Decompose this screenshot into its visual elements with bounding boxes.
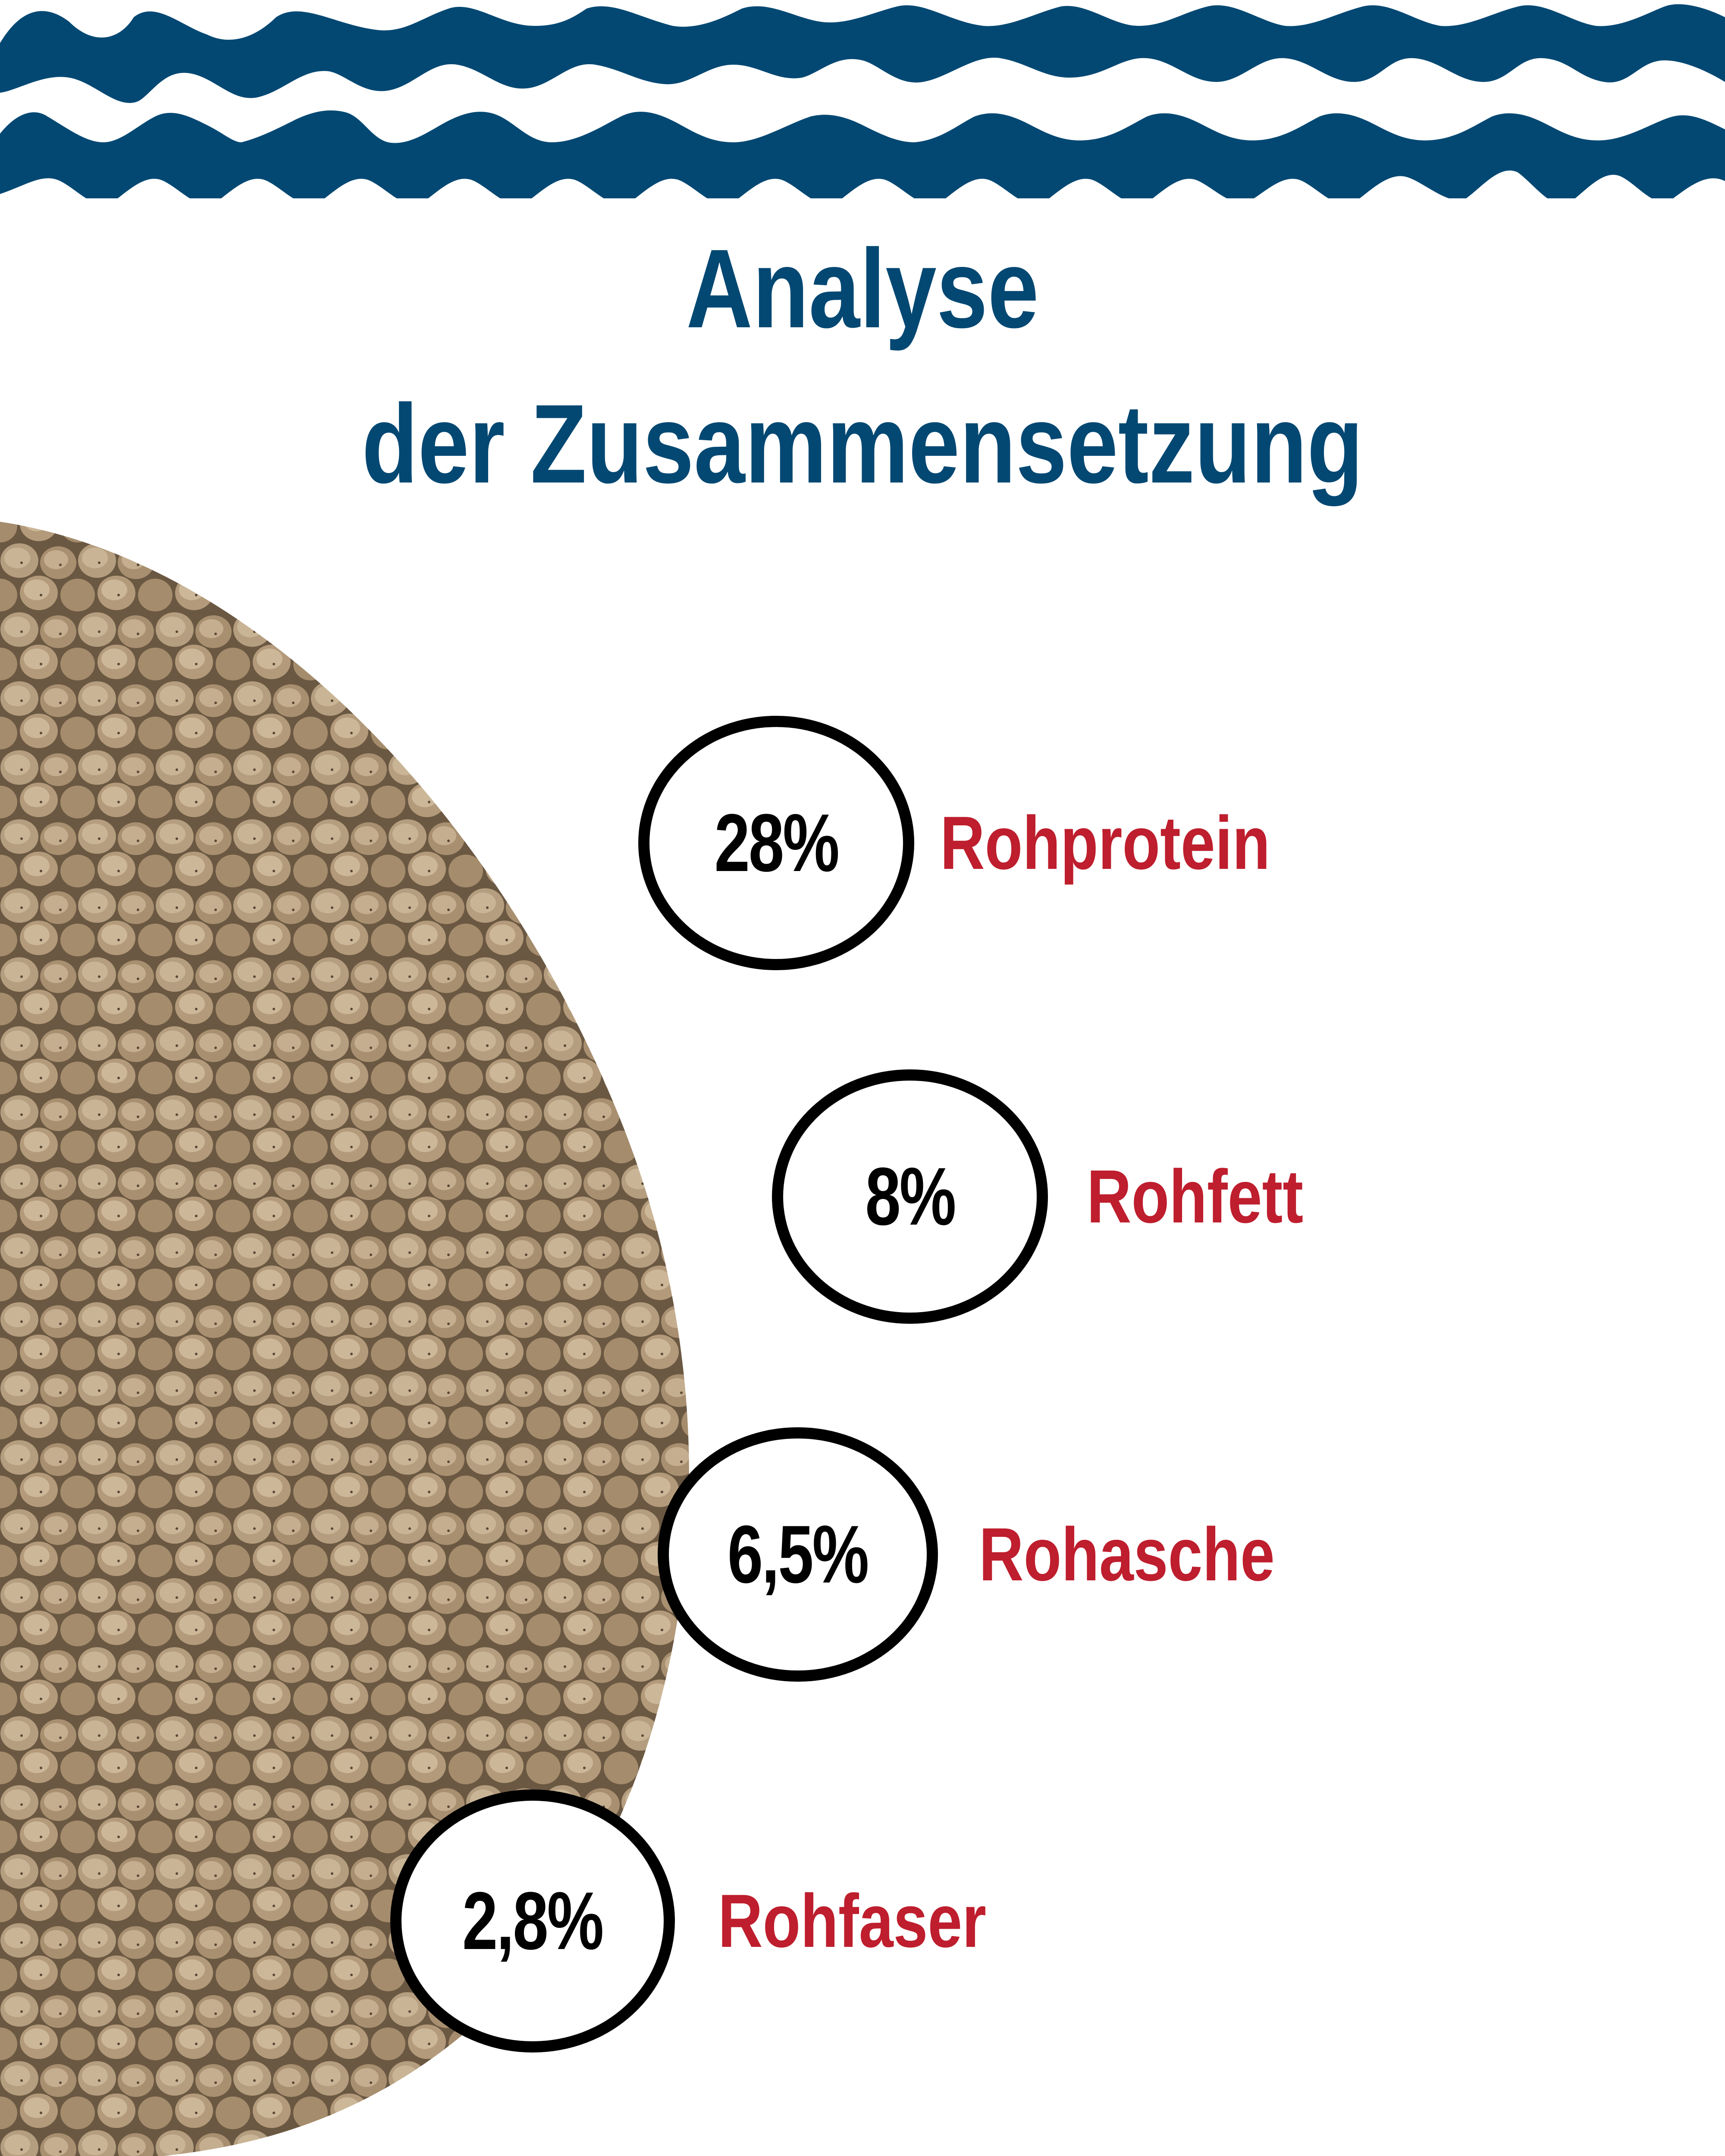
stat-label: Rohfaser — [718, 1879, 987, 1963]
percentage-ring: 28% — [638, 716, 914, 970]
stat-item-fat: 8% Rohfett — [772, 1069, 1351, 1324]
stat-label: Rohfett — [1087, 1154, 1304, 1239]
stat-label: Rohasche — [979, 1512, 1275, 1597]
percentage-ring: 2,8% — [390, 1789, 675, 2053]
stat-value: 8% — [865, 1151, 956, 1242]
wave-decoration-top — [0, 4, 1725, 198]
stat-label: Rohprotein — [940, 801, 1270, 885]
stat-value: 2,8% — [462, 1875, 604, 1967]
percentage-ring: 6,5% — [658, 1427, 938, 1682]
percentage-ring: 8% — [772, 1069, 1048, 1324]
stat-item-ash: 6,5% Rohasche — [658, 1427, 1339, 1682]
stat-item-fiber: 2,8% Rohfaser — [390, 1789, 1045, 2053]
stat-item-protein: 28% Rohprotein — [638, 716, 1342, 970]
stat-value: 28% — [714, 797, 839, 889]
page-title-line-1: Analyse — [686, 226, 1039, 351]
stat-value: 6,5% — [728, 1509, 869, 1600]
page-title-line-2: der Zusammensetzung — [361, 382, 1363, 507]
